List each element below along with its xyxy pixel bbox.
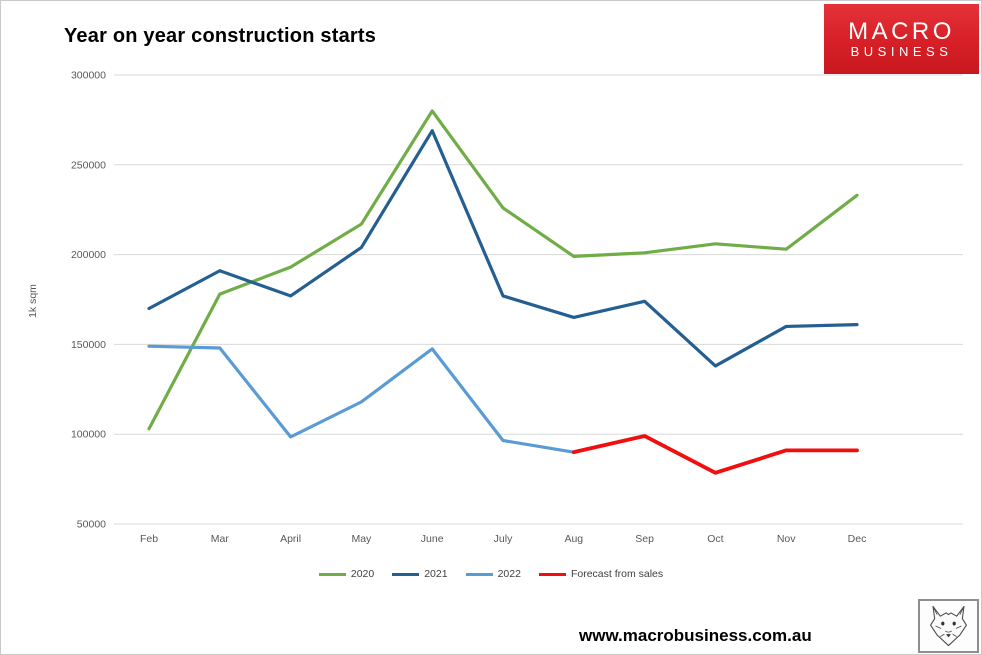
x-tick-label: Oct	[707, 533, 723, 545]
fox-sketch-icon	[930, 605, 967, 647]
logo-text-macro: MACRO	[848, 17, 955, 45]
x-tick-label: Sep	[635, 533, 654, 545]
legend-label: 2021	[424, 568, 448, 580]
legend-item-forecast-from-sales: Forecast from sales	[538, 568, 664, 580]
legend-swatch	[392, 572, 420, 576]
y-tick-label: 100000	[71, 429, 106, 441]
legend-item-2021: 2021	[392, 568, 448, 580]
chart-legend: 2020 2021 2022 Forecast from sales	[1, 566, 981, 582]
y-tick-label: 200000	[71, 249, 106, 261]
y-tick-label: 300000	[71, 70, 106, 82]
y-tick-label: 150000	[71, 339, 106, 351]
legend-swatch	[318, 572, 346, 576]
x-tick-label: Feb	[140, 533, 158, 545]
y-tick-label: 50000	[77, 519, 106, 531]
website-url: www.macrobusiness.com.au	[579, 626, 812, 645]
legend-label: Forecast from sales	[570, 568, 664, 580]
series-line-2021	[147, 129, 859, 368]
series-line-2020	[147, 109, 859, 431]
x-tick-label: Nov	[777, 533, 796, 545]
x-tick-label: Dec	[848, 533, 867, 545]
legend-label: 2020	[350, 568, 375, 580]
chart-title: Year on year construction starts	[64, 25, 377, 47]
legend-swatch	[465, 572, 493, 576]
y-axis-label: 1k sqm	[27, 284, 39, 318]
logo-text-business: BUSINESS	[850, 43, 953, 59]
legend-item-2022: 2022	[465, 568, 521, 580]
x-tick-label: Aug	[564, 533, 583, 545]
x-tick-label: July	[494, 533, 513, 545]
x-tick-label: April	[280, 533, 301, 545]
legend-item-2020: 2020	[318, 568, 375, 580]
legend-swatch	[538, 572, 566, 576]
series-line-2022	[147, 344, 576, 454]
x-tick-label: May	[351, 533, 372, 545]
y-tick-label: 250000	[71, 159, 106, 171]
macrobusiness-logo: MACRO BUSINESS	[824, 4, 979, 74]
legend-label: 2022	[497, 568, 521, 580]
series-line-forecast-from-sales	[571, 434, 859, 475]
x-tick-label: June	[421, 533, 444, 545]
x-tick-label: Mar	[211, 533, 230, 545]
fox-logo	[918, 599, 979, 653]
